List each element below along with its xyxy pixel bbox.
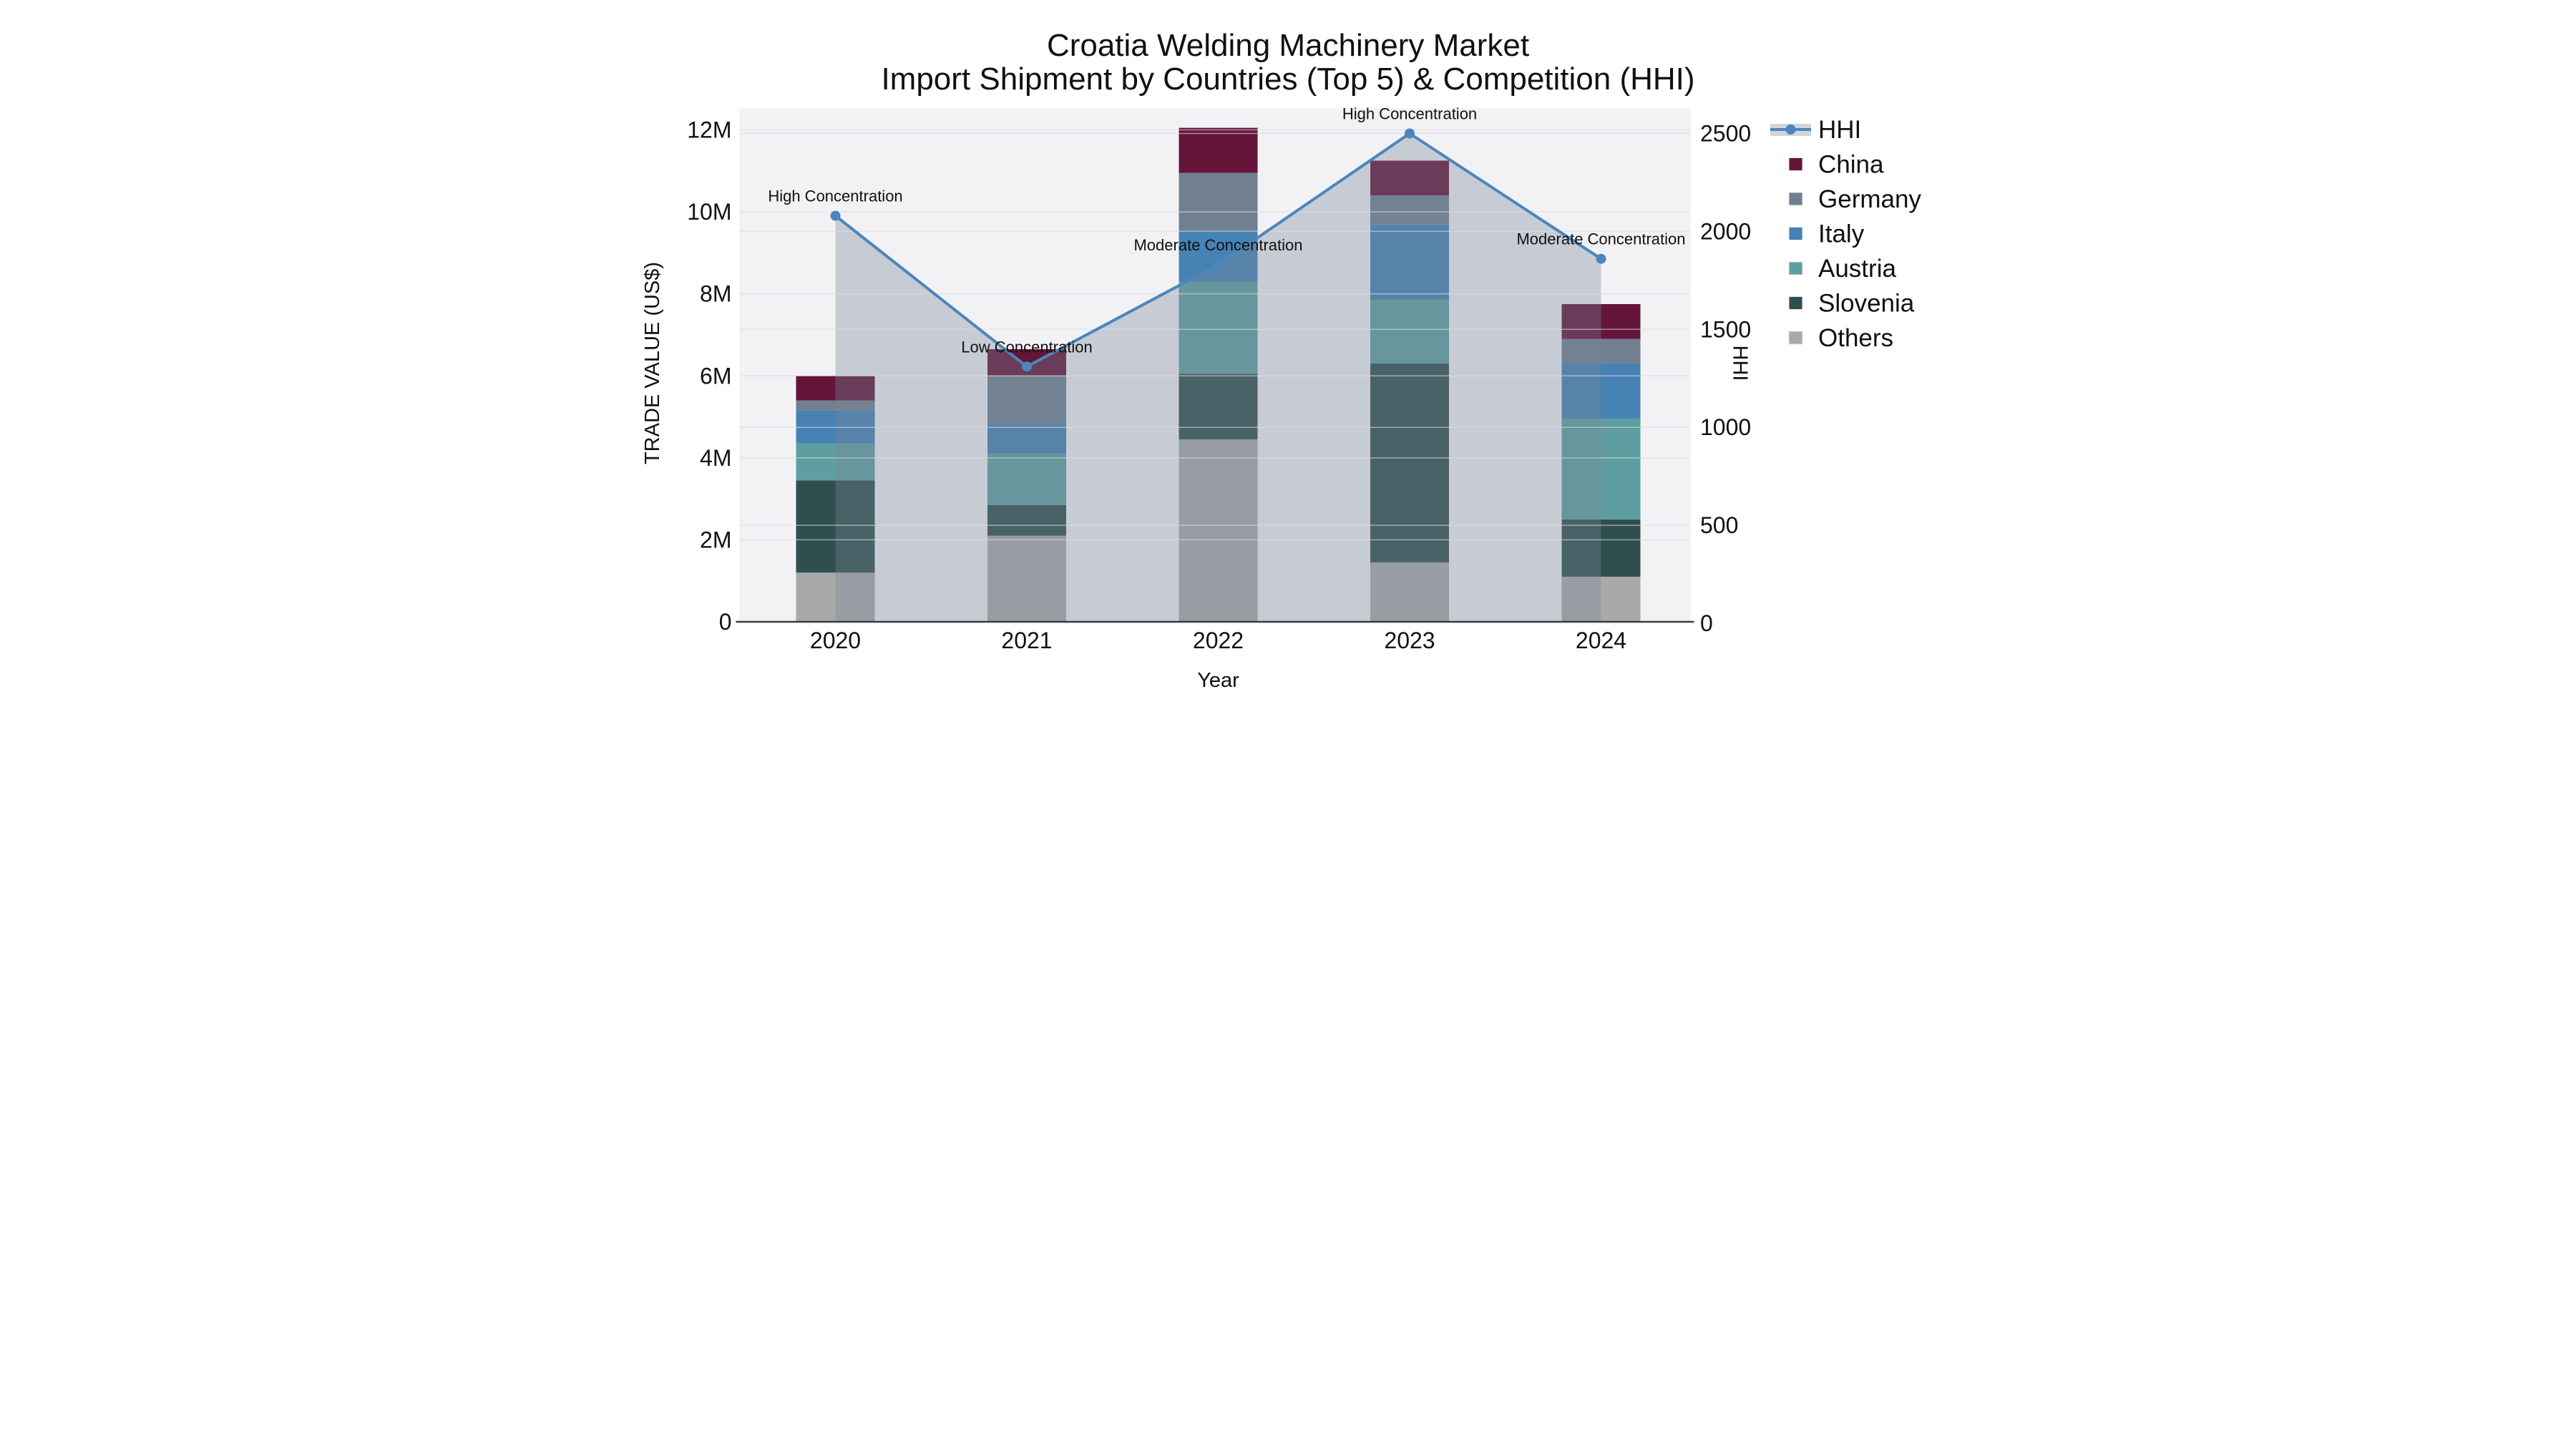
chart-title: Croatia Welding Machinery Market <box>1047 28 1529 63</box>
legend-swatch-slovenia <box>1788 296 1803 310</box>
bar-segment-2023-china <box>1370 160 1449 196</box>
y-left-tick-label: 4M <box>700 445 731 471</box>
bar-segment-2021-italy <box>987 423 1066 454</box>
chart-svg: High Concentration Low Concentration Moder… <box>644 0 1932 725</box>
bar-segment-2023-others <box>1370 562 1449 622</box>
bar-segment-2023-slovenia <box>1370 364 1449 562</box>
legend-swatch-italy <box>1788 227 1803 240</box>
x-tick-label-2022: 2022 <box>1193 628 1244 653</box>
bar-segment-2021-others <box>987 535 1066 622</box>
legend-hhi-marker-sample <box>1785 125 1796 135</box>
y-left-tick-label: 8M <box>700 281 731 307</box>
bar-segment-2022-germany <box>1179 172 1258 230</box>
x-tick-label-2020: 2020 <box>810 628 861 653</box>
bar-segment-2022-others <box>1179 439 1258 622</box>
y-right-tick-label: 2000 <box>1700 218 1751 244</box>
x-tick-label-2021: 2021 <box>1001 628 1052 653</box>
y-right-tick-label: 500 <box>1700 512 1738 538</box>
chart-subtitle: Import Shipment by Countries (Top 5) & C… <box>881 62 1694 97</box>
legend-label-germany: Germany <box>1818 185 1921 213</box>
y-right-tick-label: 1000 <box>1700 414 1751 440</box>
legend-label-italy: Italy <box>1818 220 1865 248</box>
x-axis-label: Year <box>1197 669 1239 692</box>
bar-segment-2024-austria <box>1561 419 1641 519</box>
bar-segment-2024-germany <box>1561 338 1641 364</box>
y-left-tick-label: 12M <box>687 117 731 143</box>
bar-segment-2022-china <box>1179 127 1258 173</box>
figure: High Concentration Low Concentration Moder… <box>644 0 1932 725</box>
y-left-tick-label: 10M <box>687 199 731 225</box>
y-left-axis-label: TRADE VALUE (US$) <box>644 262 664 464</box>
bar-segment-2020-others <box>796 572 875 622</box>
legend-label-slovenia: Slovenia <box>1818 290 1915 318</box>
legend-swatch-china <box>1788 157 1803 171</box>
bar-segment-2020-germany <box>796 400 875 411</box>
annotation-2021: Low Concentration <box>961 338 1092 356</box>
bar-segment-2024-china <box>1561 303 1641 339</box>
hhi-marker-2024 <box>1596 253 1606 264</box>
y-left-tick-label: 6M <box>700 363 731 389</box>
y-right-axis-label: HHI <box>1729 346 1752 381</box>
bar-segment-2021-slovenia <box>987 504 1066 536</box>
x-tick-label-2024: 2024 <box>1576 628 1626 653</box>
bar-segment-2023-italy <box>1370 224 1449 301</box>
bar-segment-2020-china <box>796 376 875 401</box>
hhi-marker-2022 <box>1213 259 1224 270</box>
annotation-2020: High Concentration <box>768 187 902 205</box>
legend-label-others: Others <box>1818 324 1893 352</box>
annotation-2022: Moderate Concentration <box>1133 236 1302 254</box>
annotation-2023: High Concentration <box>1342 105 1477 123</box>
chart-graphics: High Concentration Low Concentration Moder… <box>644 105 1921 654</box>
legend-swatch-austria <box>1788 261 1803 275</box>
bar-segment-2024-others <box>1561 576 1641 622</box>
y-right-tick-label: 2500 <box>1700 121 1751 147</box>
annotation-2024: Moderate Concentration <box>1516 230 1685 248</box>
bar-segment-2022-italy <box>1179 230 1258 282</box>
hhi-marker-2020 <box>830 210 841 221</box>
bar-segment-2021-austria <box>987 454 1066 505</box>
hhi-marker-2023 <box>1405 128 1415 139</box>
legend-label-austria: Austria <box>1818 255 1896 283</box>
bar-segment-2022-austria <box>1179 281 1258 374</box>
legend-label-hhi: HHI <box>1818 116 1861 144</box>
legend-label-china: China <box>1818 151 1884 179</box>
bar-segment-2020-austria <box>796 443 875 481</box>
y-right-tick-label: 0 <box>1700 610 1713 636</box>
legend-swatch-others <box>1788 331 1803 345</box>
y-right-tick-label: 1500 <box>1700 316 1751 342</box>
bar-segment-2022-slovenia <box>1179 374 1258 440</box>
bar-segment-2024-italy <box>1561 364 1641 419</box>
bar-segment-2023-austria <box>1370 300 1449 364</box>
x-tick-label-2023: 2023 <box>1384 628 1435 653</box>
bar-segment-2021-germany <box>987 376 1066 424</box>
bar-segment-2024-slovenia <box>1561 519 1641 577</box>
hhi-marker-2021 <box>1022 361 1032 372</box>
legend-swatch-germany <box>1788 192 1803 206</box>
hhi-area-fill <box>835 133 1601 622</box>
bar-segment-2020-slovenia <box>796 480 875 573</box>
y-left-tick-label: 0 <box>719 609 732 635</box>
y-left-tick-label: 2M <box>700 527 731 552</box>
bar-segment-2023-germany <box>1370 195 1449 225</box>
